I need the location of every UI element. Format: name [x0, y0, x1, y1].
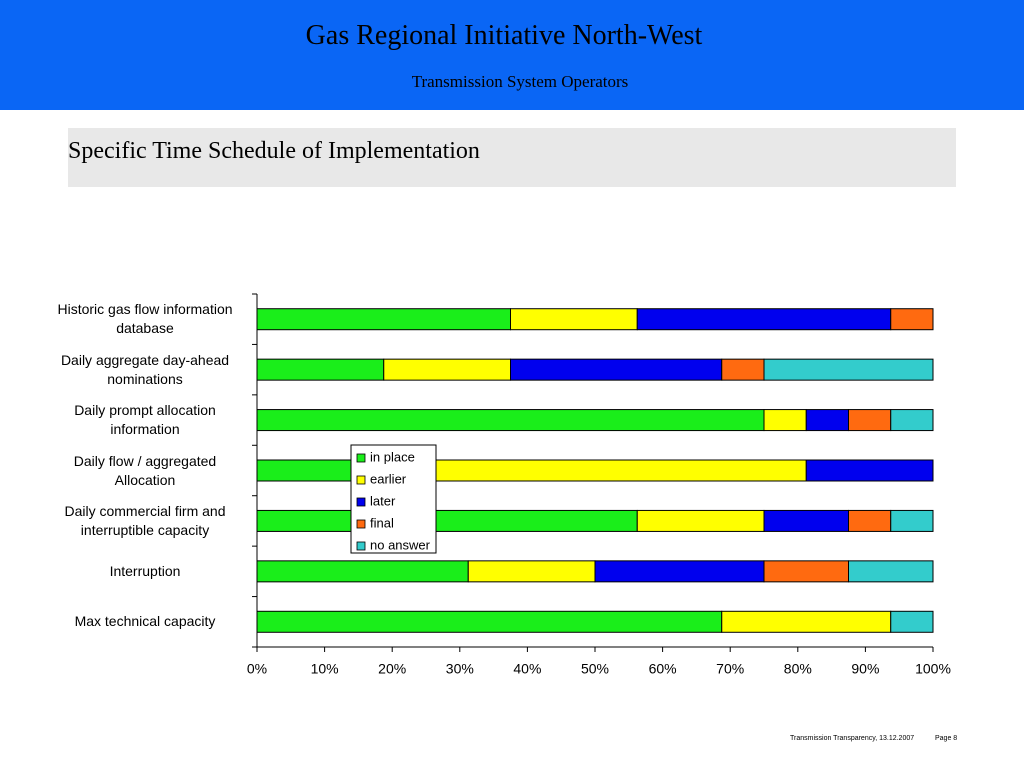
legend-swatch	[356, 497, 366, 507]
x-tick-label: 70%	[716, 661, 744, 677]
category-label: Interruption	[109, 562, 181, 579]
bar-segment	[890, 509, 934, 532]
bar-segment	[383, 358, 511, 381]
bar-segment	[805, 409, 849, 432]
bar-segment	[848, 409, 892, 432]
legend-label: later	[370, 493, 396, 508]
bar-segment	[510, 308, 638, 331]
category-label: Max technical capacity	[74, 613, 216, 630]
bar-segment	[510, 358, 723, 381]
category-label: Daily commercial firm and interruptible …	[64, 502, 226, 538]
category-label: Daily prompt allocation information	[74, 402, 216, 438]
section-title: Specific Time Schedule of Implementation	[68, 138, 480, 164]
bar-segment	[467, 560, 596, 583]
footer-note: Transmission Transparency, 13.12.2007	[790, 735, 915, 742]
bar-segment	[594, 560, 765, 583]
bar-segment	[425, 459, 807, 482]
bar-segment	[848, 509, 892, 532]
legend-label: in place	[370, 449, 415, 464]
legend-label: no answer	[370, 537, 431, 552]
bar-segment	[256, 610, 723, 633]
x-tick-label: 100%	[915, 661, 951, 677]
bar-segment	[256, 409, 765, 432]
category-label: Historic gas flow information database	[57, 301, 233, 337]
bar-segment	[256, 308, 511, 331]
bar-segment	[256, 560, 469, 583]
bar-segment	[805, 459, 934, 482]
legend-swatch	[356, 475, 366, 485]
x-tick-label: 0%	[247, 661, 267, 677]
legend-label: earlier	[370, 471, 407, 486]
legend-swatch	[356, 453, 366, 463]
section-box: Specific Time Schedule of Implementation	[68, 128, 956, 187]
legend-swatch	[356, 519, 366, 529]
header-band	[0, 0, 1024, 110]
bar-segment	[721, 358, 765, 381]
category-label: Daily flow / aggregated Allocation	[73, 452, 217, 488]
x-tick-label: 80%	[784, 661, 812, 677]
bar-segment	[763, 358, 934, 381]
x-tick-label: 50%	[581, 661, 609, 677]
bar-segment	[763, 409, 807, 432]
bar-segment	[636, 308, 892, 331]
bar-segment	[636, 509, 765, 532]
slide-title: Gas Regional Initiative North-West	[305, 20, 703, 51]
bar-segment	[256, 509, 638, 532]
bar-segment	[890, 308, 934, 331]
bar-segment	[763, 509, 849, 532]
bar-segment	[848, 560, 934, 583]
x-tick-label: 30%	[446, 661, 474, 677]
x-tick-label: 60%	[649, 661, 677, 677]
legend-label: final	[370, 515, 394, 530]
x-tick-label: 10%	[311, 661, 339, 677]
bar-segment	[763, 560, 849, 583]
page-number: Page 8	[935, 735, 958, 742]
x-tick-label: 40%	[513, 661, 541, 677]
x-tick-label: 20%	[378, 661, 406, 677]
slide-subtitle: Transmission System Operators	[411, 72, 629, 91]
category-label: Daily aggregate day-ahead nominations	[60, 351, 230, 387]
bar-segment	[890, 409, 934, 432]
legend-swatch	[356, 541, 366, 551]
bar-segment	[256, 358, 385, 381]
x-tick-label: 90%	[851, 661, 879, 677]
bar-segment	[890, 610, 934, 633]
bar-segment	[721, 610, 892, 633]
